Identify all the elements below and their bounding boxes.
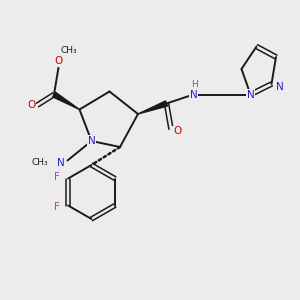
Text: N: N (190, 89, 197, 100)
Text: H: H (192, 80, 198, 89)
Text: CH₃: CH₃ (32, 158, 48, 167)
Text: F: F (54, 202, 60, 212)
Text: N: N (88, 136, 95, 146)
Text: CH₃: CH₃ (61, 46, 77, 56)
Text: N: N (276, 82, 284, 92)
Text: O: O (27, 100, 36, 110)
Text: O: O (54, 56, 63, 66)
Polygon shape (138, 101, 167, 114)
Polygon shape (52, 92, 80, 110)
Text: O: O (173, 126, 181, 136)
Text: N: N (57, 158, 65, 168)
Text: N: N (247, 89, 254, 100)
Text: F: F (54, 172, 60, 182)
